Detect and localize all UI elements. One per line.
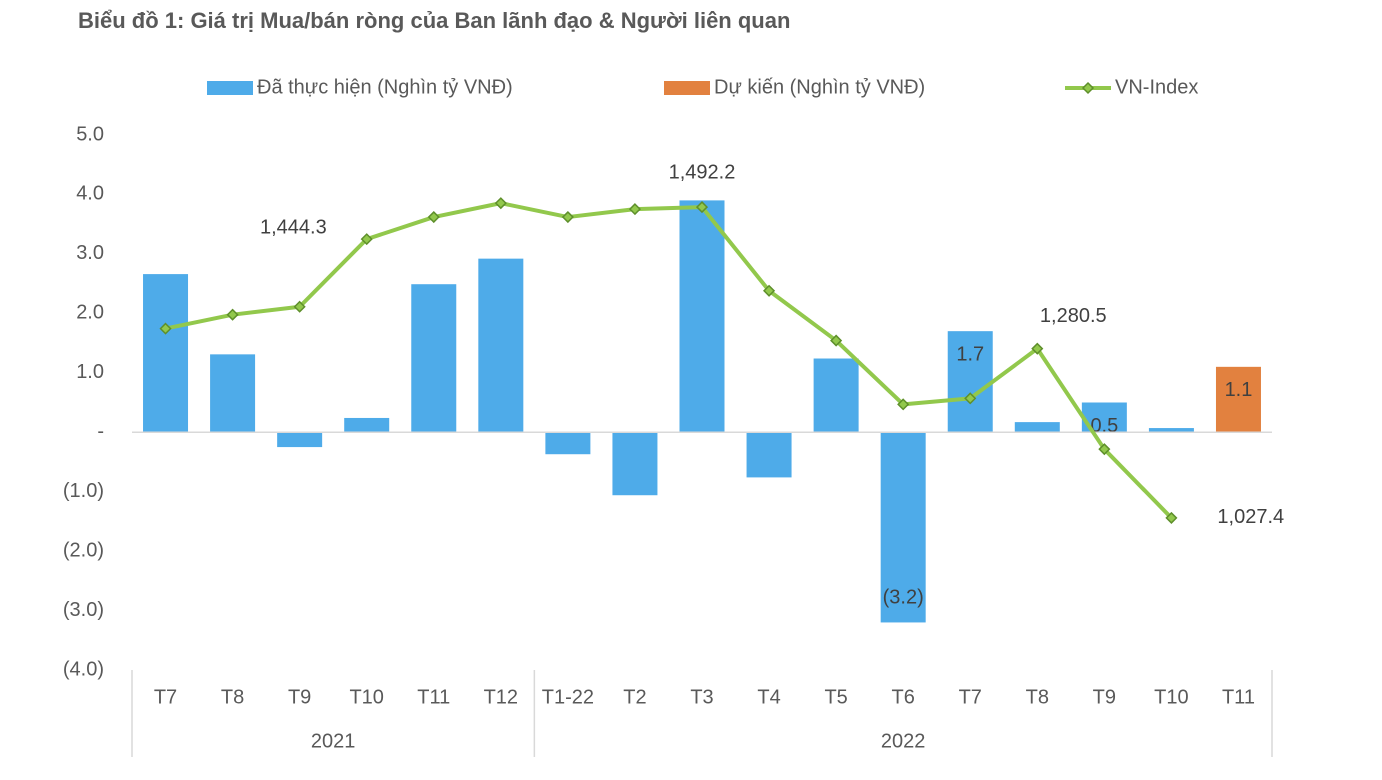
group-label: 2022 [881,730,926,752]
legend-label: VN-Index [1115,76,1198,98]
x-tick-label: T10 [349,686,383,708]
bar [411,284,457,433]
marker [1031,342,1044,355]
x-tick-label: T11 [1222,686,1255,708]
group-label: 2021 [311,730,356,752]
marker [293,300,306,313]
marker [964,392,977,405]
x-tick-label: T5 [824,686,847,708]
marker [762,284,776,297]
y-tick-label: (1.0) [63,480,104,502]
bar [880,432,926,623]
marker [695,201,709,214]
bar [1215,366,1261,433]
marker [360,233,373,246]
marker [427,210,440,224]
y-tick-label: 5.0 [76,123,104,145]
bar [612,432,658,496]
bar [344,417,390,433]
marker [1098,443,1111,456]
marker [897,398,910,411]
legend-marker [1081,81,1095,95]
bar [1014,422,1060,433]
y-tick-label: - [97,421,104,443]
bar [210,354,256,433]
data-label: 1,027.4 [1217,506,1284,528]
y-tick-label: (4.0) [63,658,104,680]
x-tick-label: T10 [1154,686,1188,708]
marker [226,308,239,321]
marker [494,197,507,210]
data-label: 1,492.2 [669,161,736,183]
x-tick-label: T7 [959,686,982,708]
data-label: 1,444.3 [260,216,327,238]
x-tick-label: T8 [221,686,244,708]
bar [746,432,792,478]
marker [628,203,642,216]
bar [143,274,189,433]
bar [679,200,725,433]
x-tick-label: T2 [623,686,646,708]
legend-label: Dự kiến (Nghìn tỷ VNĐ) [714,76,925,98]
y-tick-label: 2.0 [76,302,104,324]
y-tick-label: (3.0) [63,599,104,621]
legend-swatch [207,81,253,95]
x-tick-label: T11 [417,686,450,708]
data-label: 1.1 [1225,379,1253,401]
bar [478,258,524,433]
marker [561,210,574,224]
line [165,201,1173,520]
bar [545,432,591,455]
y-tick-label: 3.0 [76,242,104,264]
chart-title: Biểu đồ 1: Giá trị Mua/bán ròng của Ban … [78,8,790,33]
legend-label: Đã thực hiện (Nghìn tỷ VNĐ) [257,76,513,98]
y-tick-label: 1.0 [76,361,104,383]
data-label: (3.2) [883,587,924,609]
x-tick-label: T3 [690,686,713,708]
x-tick-label: T12 [484,686,518,708]
marker [830,334,843,347]
x-tick-label: T9 [288,686,311,708]
x-tick-label: T1-22 [542,686,594,708]
x-tick-label: T6 [892,686,915,708]
data-label: 1,280.5 [1040,305,1107,327]
marker [1165,511,1178,524]
x-tick-label: T4 [757,686,780,708]
y-tick-label: (2.0) [63,539,104,561]
bar [813,358,859,433]
x-tick-label: T8 [1026,686,1049,708]
legend-swatch [664,81,710,95]
bar [947,331,993,433]
bar [1148,428,1194,433]
x-tick-label: T7 [154,686,177,708]
y-tick-label: 4.0 [76,183,104,205]
data-label: 1.7 [956,343,984,365]
marker [159,322,172,335]
x-tick-label: T9 [1093,686,1116,708]
data-label: 0.5 [1090,415,1118,437]
bar [277,432,323,448]
